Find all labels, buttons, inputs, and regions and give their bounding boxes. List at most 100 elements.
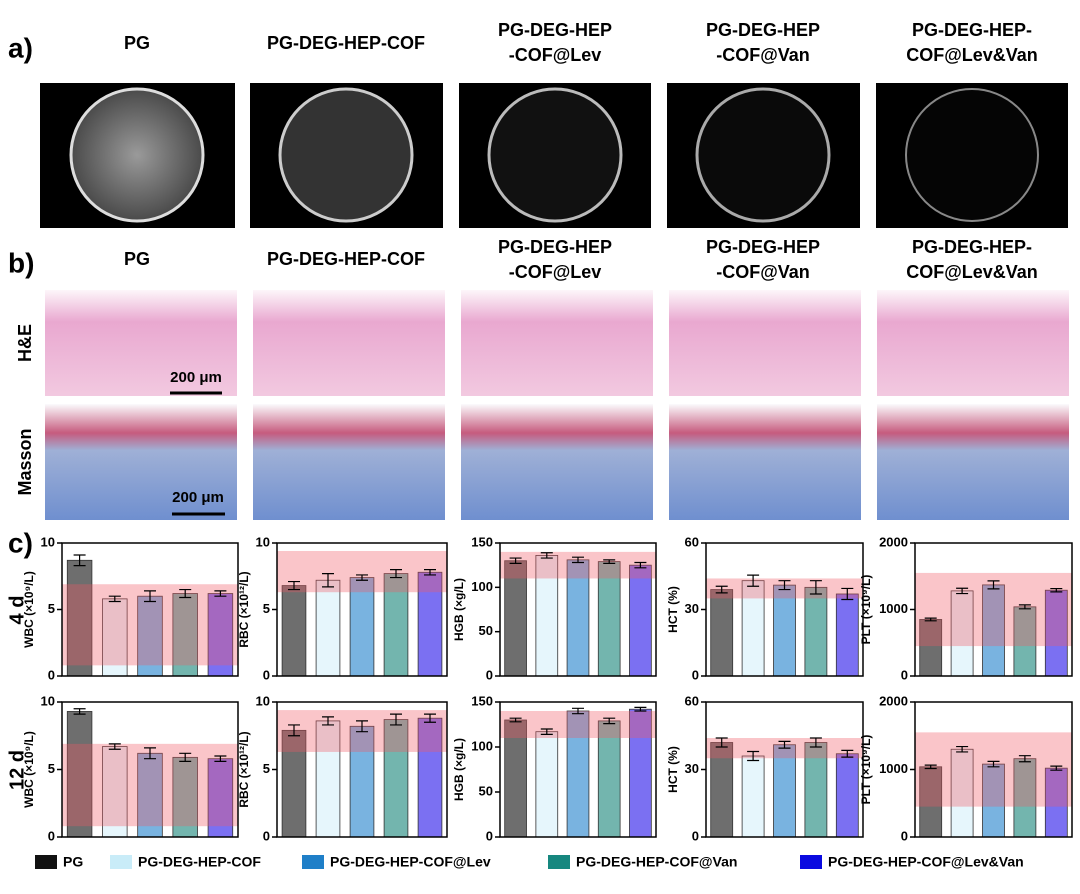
panel-label: a) [8, 32, 33, 63]
bar [835, 593, 859, 677]
he-image [253, 290, 445, 396]
row-label: H&E [15, 324, 35, 362]
y-tick-label: 10 [256, 693, 270, 708]
panel-label: c) [8, 527, 33, 558]
error-bar [956, 587, 969, 595]
error-bar [509, 717, 522, 723]
error-bar [747, 574, 760, 587]
error-bar [956, 745, 969, 753]
dish [278, 87, 414, 223]
error-bar [572, 556, 584, 564]
bar [281, 585, 307, 677]
error-bar [322, 716, 334, 726]
legend-label: PG-DEG-HEP-COF [138, 854, 261, 870]
error-bar [1018, 604, 1031, 610]
y-tick-label: 0 [692, 667, 699, 682]
y-tick-label: 5 [48, 601, 55, 616]
dish [695, 87, 831, 223]
y-tick-label: 10 [41, 693, 55, 708]
y-axis-label: HGB (×g/L) [452, 738, 466, 801]
error-bar [179, 588, 192, 599]
histology-images: 200 μm 200 μm H&E Masson [15, 290, 1069, 520]
bar [315, 579, 341, 677]
y-axis-label: HGB (×g/L) [452, 578, 466, 641]
bar [207, 593, 234, 677]
bar [102, 598, 128, 677]
reference-range [915, 732, 1072, 807]
error-bar [809, 737, 822, 748]
masson-image [877, 404, 1069, 520]
bar [597, 720, 621, 838]
error-bar [424, 569, 436, 576]
column-title: PG-DEG-HEP-COF [267, 249, 425, 269]
error-bar [987, 580, 1000, 590]
y-tick-label: 0 [263, 667, 270, 682]
y-tick-label: 0 [901, 667, 908, 682]
error-bar [356, 720, 368, 733]
masson-image [253, 404, 445, 520]
legend-swatch [302, 855, 324, 869]
error-bar [509, 557, 522, 564]
column-title: -COF@Lev [509, 262, 602, 282]
row-label: 12 d [6, 750, 28, 790]
y-tick-label: 100 [471, 738, 493, 753]
plot-frame [499, 701, 657, 838]
bar [172, 593, 198, 677]
column-title: -COF@Van [716, 45, 810, 65]
error-bar [987, 760, 1000, 768]
column-title: COF@Lev&Van [906, 262, 1038, 282]
y-tick-label: 5 [48, 761, 55, 776]
error-bar [390, 713, 402, 726]
y-tick-label: 100 [471, 579, 493, 594]
y-tick-label: 50 [479, 783, 493, 798]
y-tick-label: 150 [471, 534, 493, 549]
dish [905, 88, 1039, 222]
bar [773, 744, 796, 838]
error-bar [809, 580, 822, 595]
dish [69, 87, 205, 223]
legend-label: PG-DEG-HEP-COF@Lev [330, 854, 491, 870]
y-tick-label: 0 [486, 828, 493, 843]
panel-label: b) [8, 247, 34, 278]
bar [207, 758, 234, 838]
error-bar [841, 749, 854, 758]
bar [172, 756, 198, 838]
bar [804, 586, 828, 677]
y-tick-label: 5 [263, 601, 270, 616]
y-tick-label: 0 [48, 667, 55, 682]
legend-swatch [110, 855, 132, 869]
y-tick-label: 10 [256, 534, 270, 549]
y-tick-label: 0 [486, 667, 493, 682]
bar [741, 755, 765, 838]
error-bar [603, 717, 616, 725]
error-bar [144, 747, 156, 760]
error-bar [924, 617, 937, 622]
error-bar [144, 590, 156, 603]
error-bar [778, 580, 791, 591]
y-tick-label: 10 [41, 534, 55, 549]
error-bar [924, 764, 937, 770]
y-axis-label: RBC (×10¹²/L) [237, 731, 251, 807]
error-bar [179, 752, 192, 762]
error-bar [747, 750, 760, 762]
y-tick-label: 0 [901, 828, 908, 843]
petri-dish-photos [40, 83, 1068, 228]
legend-label: PG-DEG-HEP-COF@Van [576, 854, 737, 870]
y-axis-label: HCT (%) [666, 586, 680, 633]
error-bar [288, 724, 300, 737]
y-tick-label: 2000 [879, 534, 908, 549]
legend-swatch [548, 855, 570, 869]
error-bar [715, 737, 728, 748]
he-image [669, 290, 861, 396]
scale-label: 200 μm [170, 369, 222, 386]
reference-range [500, 711, 656, 738]
y-tick-label: 0 [48, 828, 55, 843]
masson-image [669, 404, 861, 520]
error-bar [778, 740, 791, 749]
error-bar [715, 585, 728, 594]
column-title: PG-DEG-HEP- [912, 237, 1032, 257]
error-bar [634, 561, 647, 569]
error-bar [73, 708, 86, 715]
error-bar [1018, 755, 1031, 763]
error-bar [540, 728, 553, 735]
